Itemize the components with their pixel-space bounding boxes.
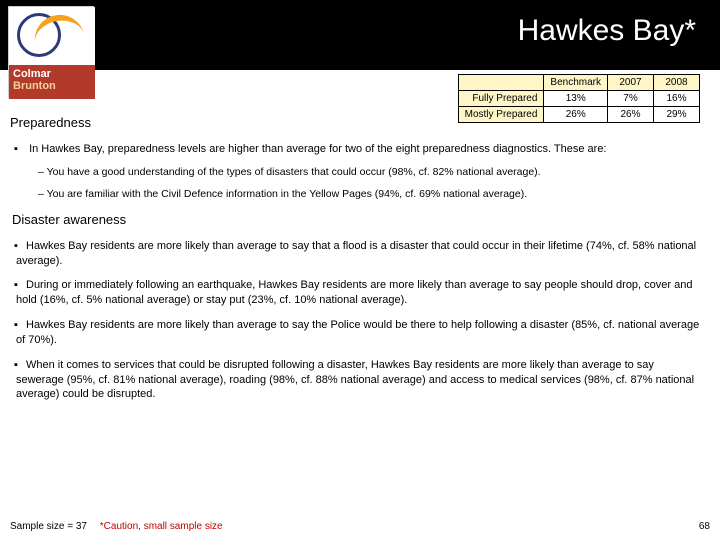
preparedness-table: Benchmark 2007 2008 Fully Prepared 13% 7…	[458, 74, 700, 123]
bullet-text: Hawkes Bay residents are more likely tha…	[16, 240, 696, 267]
table-header: 2008	[654, 75, 700, 91]
sub-item: You are familiar with the Civil Defence …	[38, 187, 704, 201]
bullet-text: When it comes to services that could be …	[16, 359, 694, 401]
bullet-item: During or immediately following an earth…	[14, 278, 704, 308]
section-heading-disaster-awareness: Disaster awareness	[12, 211, 704, 229]
sub-list: You have a good understanding of the typ…	[38, 165, 704, 201]
caution-note: *Caution, small sample size	[100, 521, 223, 532]
table-cell: 7%	[608, 91, 654, 107]
bullet-item: Hawkes Bay residents are more likely tha…	[14, 318, 704, 348]
table-cell: 26%	[608, 107, 654, 123]
sample-size-label: Sample size = 37	[10, 521, 87, 532]
content-body: In Hawkes Bay, preparedness levels are h…	[14, 142, 704, 412]
table-row-label: Mostly Prepared	[458, 107, 544, 123]
table-header: Benchmark	[544, 75, 608, 91]
table-header: 2007	[608, 75, 654, 91]
table-row: Mostly Prepared 26% 26% 29%	[458, 107, 699, 123]
logo-text: Colmar Brunton	[9, 65, 95, 99]
bullet-item: Hawkes Bay residents are more likely tha…	[14, 239, 704, 269]
page-title: Hawkes Bay*	[518, 14, 696, 48]
page-number: 68	[699, 521, 710, 532]
logo-line2: Brunton	[13, 80, 91, 92]
footer: Sample size = 37 *Caution, small sample …	[10, 521, 710, 532]
table-cell: 13%	[544, 91, 608, 107]
logo-line1: Colmar	[13, 68, 91, 80]
table-row: Fully Prepared 13% 7% 16%	[458, 91, 699, 107]
table-corner-cell	[458, 75, 544, 91]
sub-item: You have a good understanding of the typ…	[38, 165, 704, 179]
bullet-text: During or immediately following an earth…	[16, 279, 692, 306]
table-row-label: Fully Prepared	[458, 91, 544, 107]
bullet-item: When it comes to services that could be …	[14, 358, 704, 403]
table-header-row: Benchmark 2007 2008	[458, 75, 699, 91]
logo-graphic	[9, 7, 95, 65]
table-cell: 26%	[544, 107, 608, 123]
table-cell: 29%	[654, 107, 700, 123]
section-heading-preparedness: Preparedness	[10, 115, 91, 130]
bullet-text: Hawkes Bay residents are more likely tha…	[16, 319, 699, 346]
logo: Colmar Brunton	[8, 6, 94, 98]
bullet-text: In Hawkes Bay, preparedness levels are h…	[29, 143, 606, 155]
table-cell: 16%	[654, 91, 700, 107]
bullet-item: In Hawkes Bay, preparedness levels are h…	[14, 142, 704, 201]
